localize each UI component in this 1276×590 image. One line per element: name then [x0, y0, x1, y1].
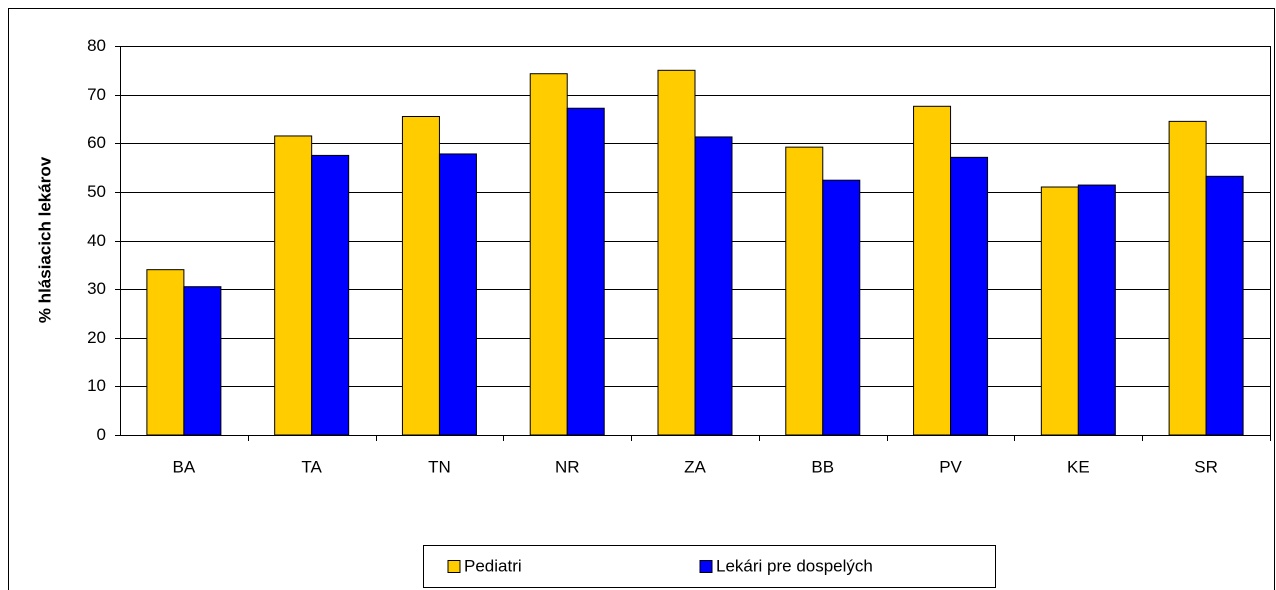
y-tick-label: 30	[87, 279, 106, 298]
bar	[311, 154, 350, 436]
y-tick-label: 40	[87, 231, 106, 250]
legend-swatch	[699, 560, 713, 573]
legend-swatch	[447, 560, 461, 573]
bar	[822, 179, 861, 436]
legend-label: Pediatri	[464, 556, 522, 575]
y-axis-label: % hlásiacich lekárov	[35, 156, 54, 323]
bar	[913, 105, 952, 436]
x-tick-label: BB	[811, 457, 834, 476]
x-tick-label: BA	[173, 457, 196, 476]
y-tick-label: 20	[87, 328, 106, 347]
x-tick-label: ZA	[684, 457, 706, 476]
bar	[274, 135, 313, 436]
chart-border	[8, 8, 1275, 590]
x-tick-label: KE	[1067, 457, 1090, 476]
bar	[785, 146, 824, 436]
y-tick-label: 70	[87, 85, 106, 104]
x-tick-label: NR	[555, 457, 580, 476]
bar	[694, 136, 733, 436]
bar	[1168, 120, 1207, 436]
bar	[529, 73, 568, 436]
bar	[1077, 184, 1116, 436]
x-tick-label: SR	[1194, 457, 1218, 476]
x-tick-label: TA	[301, 457, 322, 476]
bar	[566, 107, 605, 436]
bar	[401, 116, 440, 436]
y-tick-label: 80	[87, 36, 106, 55]
y-tick-label: 50	[87, 182, 106, 201]
x-tick-label: PV	[939, 457, 962, 476]
bar	[146, 269, 185, 436]
bar	[950, 156, 989, 436]
bar	[438, 153, 477, 436]
bar	[1205, 175, 1244, 436]
legend-label: Lekári pre dospelých	[716, 556, 873, 575]
bar	[657, 69, 696, 436]
bar	[1040, 186, 1079, 436]
y-tick-label: 0	[97, 425, 106, 444]
x-tick-label: TN	[428, 457, 451, 476]
bar	[183, 286, 222, 436]
y-tick-label: 10	[87, 376, 106, 395]
y-tick-label: 60	[87, 133, 106, 152]
